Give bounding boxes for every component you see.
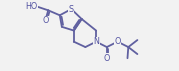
Text: O: O	[104, 54, 110, 63]
Text: O: O	[42, 16, 49, 25]
Text: N: N	[93, 37, 99, 46]
Text: O: O	[114, 37, 121, 46]
Text: S: S	[69, 5, 74, 14]
Text: HO: HO	[25, 2, 37, 11]
